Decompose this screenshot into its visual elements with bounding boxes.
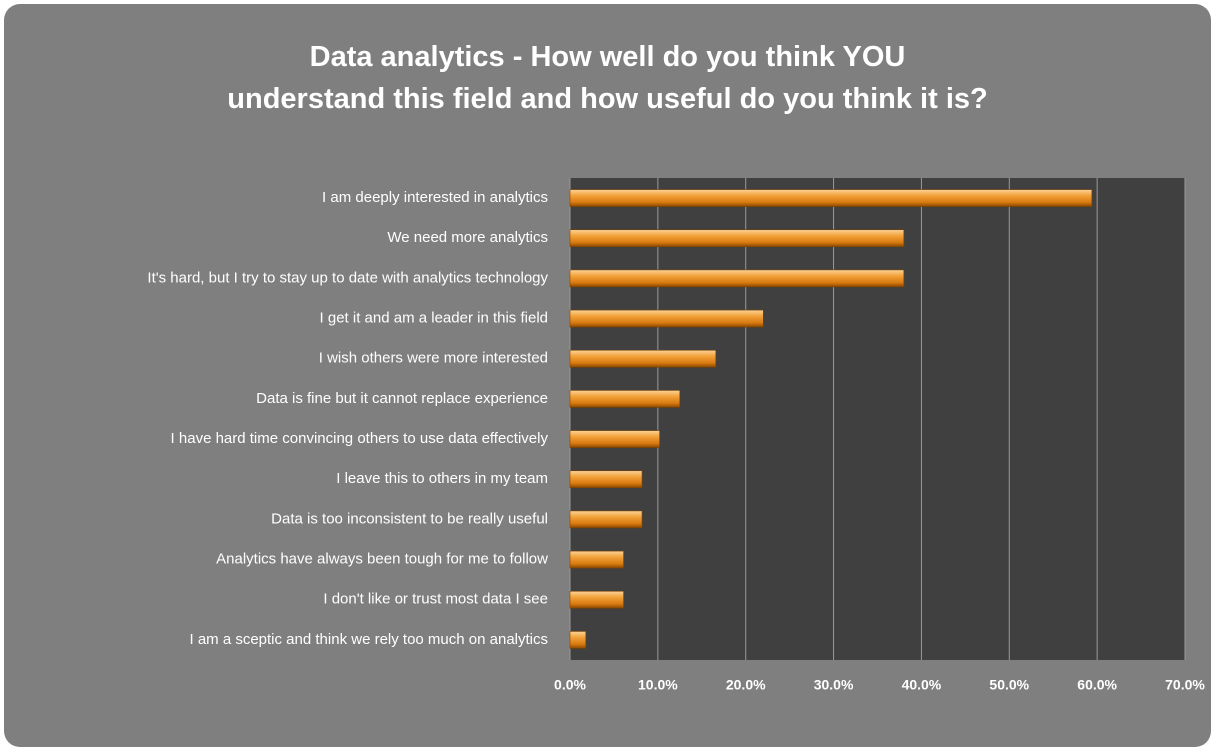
- y-tick-label: Data is too inconsistent to be really us…: [271, 510, 548, 527]
- y-tick-label: I get it and am a leader in this field: [320, 310, 548, 327]
- x-tick-label: 40.0%: [902, 677, 942, 693]
- y-tick-label: Analytics have always been tough for me …: [216, 551, 548, 568]
- bar: [569, 390, 681, 408]
- x-tick-label: 10.0%: [638, 677, 678, 693]
- y-tick-label: I am deeply interested in analytics: [322, 189, 548, 206]
- bar: [569, 631, 587, 649]
- x-tick-label: 20.0%: [726, 677, 766, 693]
- y-tick-label: I don't like or trust most data I see: [323, 591, 548, 608]
- title-box: Data analytics - How well do you think Y…: [0, 36, 1215, 120]
- plot-area: [570, 178, 1185, 660]
- bar: [569, 550, 624, 569]
- y-tick-label: I have hard time convincing others to us…: [171, 430, 549, 447]
- bar: [569, 470, 643, 489]
- bar: [569, 229, 905, 248]
- bar: [569, 349, 717, 368]
- bar: [569, 590, 624, 609]
- chart-title: Data analytics - How well do you think Y…: [227, 41, 988, 116]
- y-tick-label: I leave this to others in my team: [336, 470, 548, 487]
- x-tick-label: 50.0%: [989, 677, 1029, 693]
- x-tick-label: 70.0%: [1165, 677, 1205, 693]
- x-tick-label: 0.0%: [554, 677, 586, 693]
- y-tick-label: We need more analytics: [387, 229, 548, 246]
- bar: [569, 309, 764, 328]
- y-tick-label: Data is fine but it cannot replace exper…: [256, 390, 548, 407]
- bar: [569, 269, 905, 288]
- bar: [569, 430, 660, 448]
- y-tick-label: I am a sceptic and think we rely too muc…: [189, 631, 548, 648]
- bar: [569, 189, 1093, 207]
- x-tick-label: 30.0%: [814, 677, 854, 693]
- x-tick-label: 60.0%: [1077, 677, 1117, 693]
- bar: [569, 510, 643, 529]
- y-tick-label: It's hard, but I try to stay up to date …: [147, 269, 548, 286]
- y-tick-label: I wish others were more interested: [319, 350, 548, 367]
